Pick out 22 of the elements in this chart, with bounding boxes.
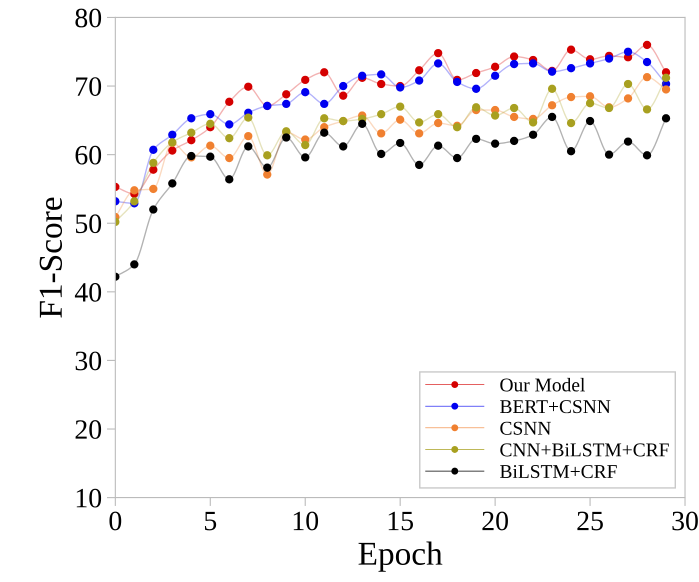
x-tick-label: 15: [388, 512, 413, 530]
y-tick-label: 70: [76, 77, 102, 96]
y-tick-label: 50: [76, 214, 102, 234]
y-tick-label: 80: [75, 8, 102, 28]
y-tick-label: 60: [76, 146, 102, 165]
y-tick-label: 40: [74, 282, 102, 302]
x-tick-label: 25: [577, 512, 603, 530]
y-tick-label: 10: [76, 488, 102, 508]
x-tick-label: 10: [294, 512, 318, 530]
x-axis-title: Epoch: [358, 542, 442, 572]
x-tick-label: 30: [672, 512, 698, 530]
x-tick-label: 20: [482, 512, 508, 530]
y-axis-title: F1-Score: [40, 198, 62, 318]
legend-label: Our Model: [500, 378, 585, 392]
legend-label: CSNN: [500, 422, 551, 435]
legend-label: CNN+BiLSTM+CRF: [500, 443, 669, 456]
x-tick-label: 5: [204, 512, 216, 530]
legend-label: BERT+CSNN: [500, 400, 610, 414]
y-tick-label: 30: [76, 352, 102, 370]
legend-label: BiLSTM+CRF: [500, 465, 617, 478]
y-tick-label: 20: [76, 420, 102, 439]
x-tick-label: 0: [109, 512, 122, 530]
